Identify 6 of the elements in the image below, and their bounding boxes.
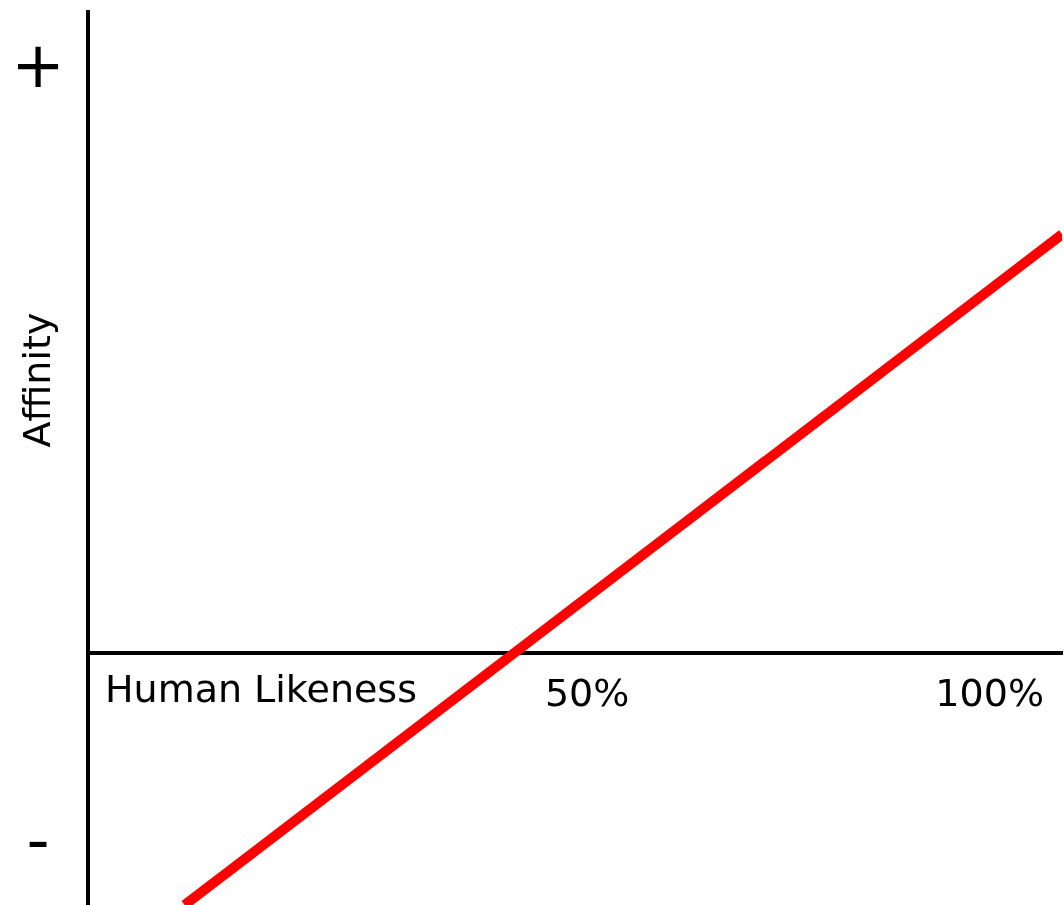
text: + [11,27,65,102]
y-axis-title: Affinity [14,312,59,448]
x-tick-label: 50% [544,671,630,716]
x-tick-label: 100% [935,671,1044,716]
x-axis-title: Human Likeness [105,667,417,712]
text: - [26,802,50,877]
